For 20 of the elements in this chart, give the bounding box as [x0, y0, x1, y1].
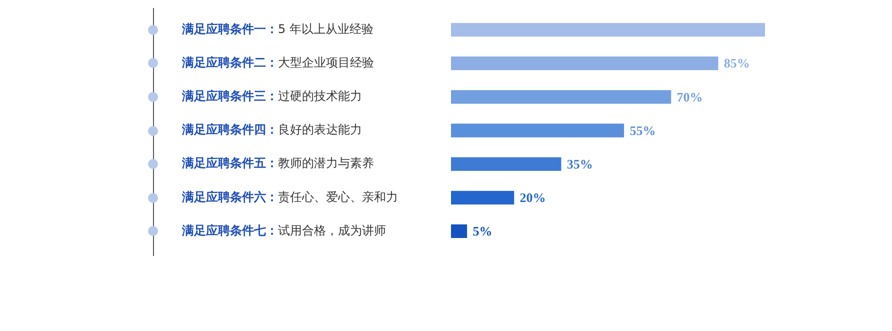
y-tick-label: 满足应聘条件六：责任心、爱心、亲和力 — [181, 190, 398, 204]
y-tick-label: 满足应聘条件四：良好的表达能力 — [181, 122, 362, 137]
bar — [451, 90, 672, 104]
data-label: 55% — [630, 122, 656, 138]
data-label: 70% — [676, 89, 703, 104]
bar — [451, 224, 468, 238]
bar — [451, 157, 562, 171]
y-tick-label: 满足应聘条件二：大型企业项目经验 — [181, 55, 374, 70]
data-label: 35% — [566, 156, 593, 172]
data-label: 5% — [472, 224, 492, 239]
data-label: 20% — [520, 190, 546, 205]
bar — [451, 190, 514, 204]
data-label: 85% — [724, 56, 750, 71]
bar — [451, 124, 624, 138]
bar — [451, 56, 718, 70]
y-tick-label: 满足应聘条件七：试用合格，成为讲师 — [181, 223, 386, 238]
y-tick-label: 满足应聘条件五：教师的潜力与素养 — [181, 156, 374, 170]
y-tick-label: 满足应聘条件三：过硬的技术能力 — [181, 89, 362, 104]
y-tick-label: 满足应聘条件一：5 年以上从业经验 — [181, 22, 374, 36]
bar — [451, 22, 765, 37]
